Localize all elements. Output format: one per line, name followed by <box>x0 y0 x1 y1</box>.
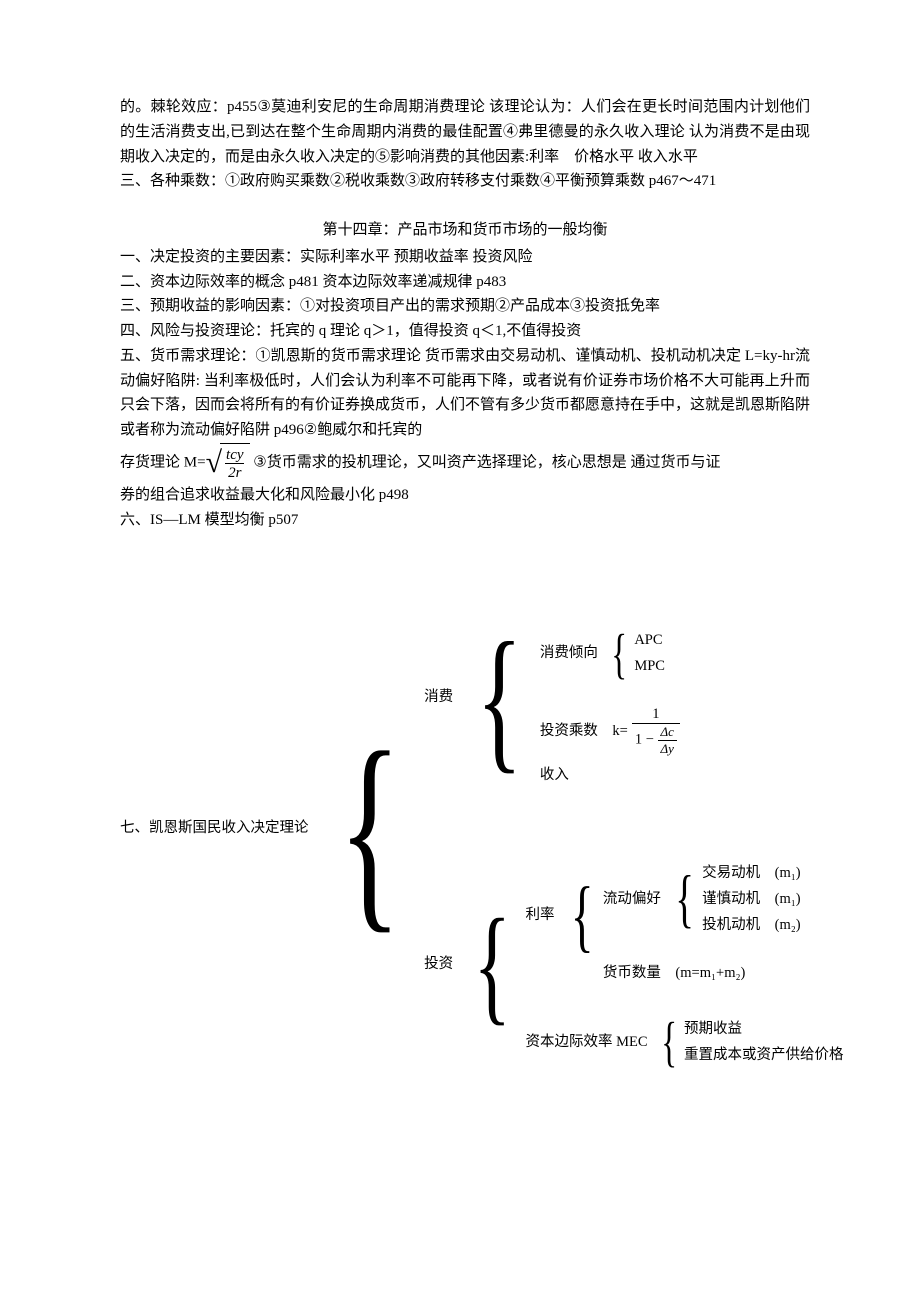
paragraph-5b: 存货理论 M= √ tcy 2r ③货币需求的投机理论，又叫资产选择理论，核心思… <box>120 443 810 483</box>
line-1: 一、决定投资的主要因素：实际利率水平 预期收益率 投资风险 <box>120 245 810 270</box>
line-6: 六、IS—LM 模型均衡 p507 <box>120 508 810 533</box>
leaf-replacement-cost: 重置成本或资产供给价格 <box>684 1043 844 1069</box>
branch-invest: 投资 { 利率 { 流动偏好 { 交易动机 (m₁) <box>424 838 843 1092</box>
m1-text: (m₁) <box>775 865 801 881</box>
brace-icon: { <box>338 648 401 1011</box>
brace-icon: { <box>675 846 694 953</box>
keynes-theory-tree: 七、凯恩斯国民收入决定理论 { 消费 { 消费倾向 { APC MPC 投资乘数… <box>120 562 810 1096</box>
label-interest: 利率 <box>526 904 561 928</box>
m1b-text: (m₁) <box>775 891 801 907</box>
dc: Δc <box>658 725 677 739</box>
leaf-expected-return: 预期收益 <box>684 1017 844 1043</box>
fraction-tcy-2r: tcy 2r <box>223 447 246 482</box>
caution-motive-text: 谨慎动机 <box>702 891 760 907</box>
branch-liquidity: 流动偏好 { 交易动机 (m₁) 谨慎动机 (m₁) 投机动机 <box>603 846 801 953</box>
chapter-title: 第十四章：产品市场和货币市场的一般均衡 <box>120 218 810 243</box>
intro-line-2: 三、各种乘数：①政府购买乘数②税收乘数③政府转移支付乘数④平衡预算乘数 p467… <box>120 169 810 194</box>
fraction-numerator: tcy <box>223 447 246 464</box>
branch-consume-tendency: 消费倾向 { APC MPC <box>540 609 680 700</box>
leaf-trade-motive: 交易动机 (m₁) <box>702 861 801 887</box>
brace-icon: { <box>611 609 627 700</box>
branch-interest: 利率 { 流动偏好 { 交易动机 (m₁) <box>526 842 844 989</box>
sqrt-formula: √ tcy 2r <box>206 443 250 483</box>
label-liquidity: 流动偏好 <box>603 888 667 912</box>
line-3: 三、预期收益的影响因素：①对投资项目产出的需求预期②产品成本③投资抵免率 <box>120 294 810 319</box>
fraction-k: 1 1 − Δc Δy <box>632 707 680 756</box>
branch-invest-multiplier: 投资乘数 k= 1 1 − Δc Δy <box>540 707 680 756</box>
speculate-motive-text: 投机动机 <box>702 917 760 933</box>
line-2: 二、资本边际效率的概念 p481 资本边际效率递减规律 p483 <box>120 270 810 295</box>
leaf-income: 收入 <box>540 764 680 788</box>
m2-text: (m₂) <box>775 917 801 933</box>
label-consume-tendency: 消费倾向 <box>540 642 604 666</box>
leaf-apc: APC <box>634 628 665 654</box>
label-money-qty: 货币数量 <box>603 962 661 986</box>
para5b-prefix: 存货理论 M= <box>120 454 206 470</box>
m-sum-text: (m=m₁+m₂) <box>675 962 745 986</box>
leaf-speculate-motive: 投机动机 (m₂) <box>702 913 801 939</box>
brace-icon: { <box>570 850 593 982</box>
paragraph-5: 五、货币需求理论：①凯恩斯的货币需求理论 货币需求由交易动机、谨慎动机、投机动机… <box>120 344 810 443</box>
brace-icon: { <box>476 566 522 830</box>
leaf-money-qty: 货币数量 (m=m₁+m₂) <box>603 962 801 986</box>
fraction-denominator: 2r <box>225 463 244 482</box>
branch-consume: 消费 { 消费倾向 { APC MPC 投资乘数 k= 1 <box>424 566 843 830</box>
label-mec: 资本边际效率 MEC <box>526 1031 654 1055</box>
k-den-prefix: 1 − <box>635 732 658 748</box>
intro-paragraph: 的。棘轮效应：p455③莫迪利安尼的生命周期消费理论 该理论认为：人们会在更长时… <box>120 95 810 169</box>
k-numerator: 1 <box>649 707 662 723</box>
line-4: 四、风险与投资理论：托宾的 q 理论 q＞1，值得投资 q＜1,不值得投资 <box>120 319 810 344</box>
tree-root-label: 七、凯恩斯国民收入决定理论 <box>120 817 315 841</box>
para5b-suffix: ③货币需求的投机理论，又叫资产选择理论，核心思想是 通过货币与证 <box>250 454 721 470</box>
label-income: 收入 <box>540 764 569 788</box>
trade-motive-text: 交易动机 <box>702 865 760 881</box>
brace-icon: { <box>661 997 677 1088</box>
label-consume: 消费 <box>424 686 459 710</box>
paragraph-5c: 券的组合追求收益最大化和风险最小化 p498 <box>120 483 810 508</box>
leaf-caution-motive: 谨慎动机 (m₁) <box>702 887 801 913</box>
brace-icon: { <box>474 858 511 1073</box>
label-invest-multiplier: 投资乘数 k= <box>540 720 628 744</box>
dy: Δy <box>658 740 677 756</box>
branch-mec: 资本边际效率 MEC { 预期收益 重置成本或资产供给价格 <box>526 997 844 1088</box>
label-invest: 投资 <box>424 953 459 977</box>
leaf-mpc: MPC <box>634 654 665 680</box>
